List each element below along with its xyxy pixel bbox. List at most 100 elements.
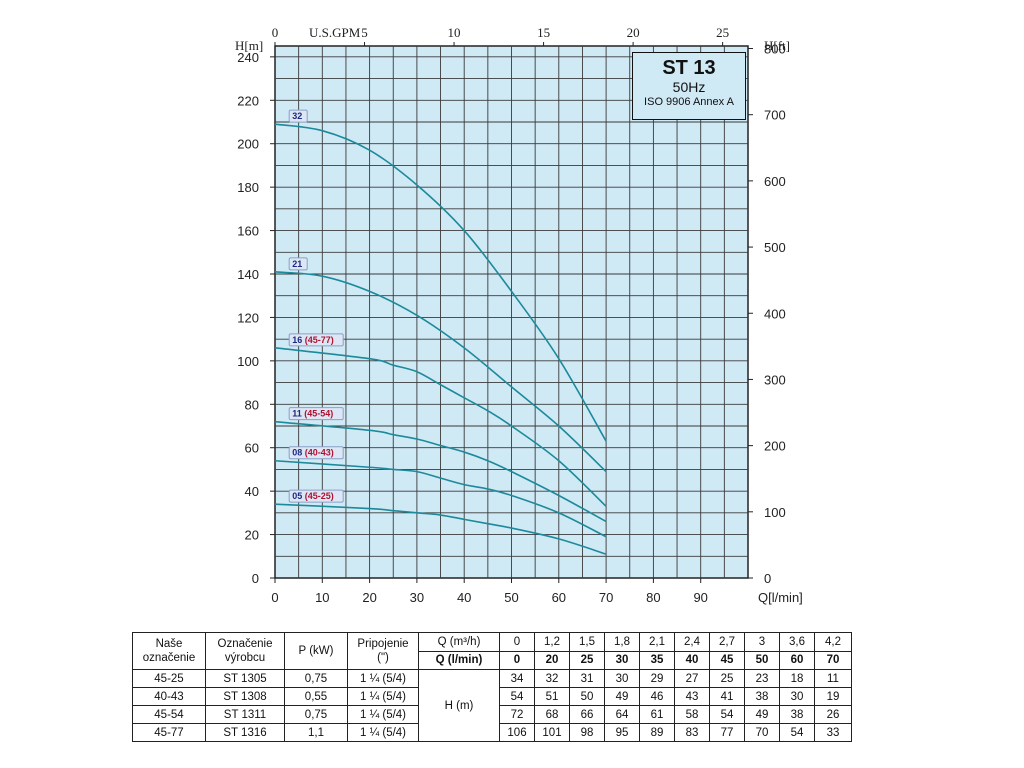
power-cell: 0,55: [284, 687, 348, 706]
h-value-cell: 54: [709, 705, 745, 724]
q-m3h-cell: 1,8: [604, 632, 640, 652]
h-value-cell: 58: [674, 705, 710, 724]
right-tick-label: 400: [764, 306, 786, 321]
header-oznacenie: Označenie výrobcu: [205, 632, 285, 670]
h-value-cell: 89: [639, 723, 675, 742]
curve-label-16: 16 (45-77): [292, 335, 334, 345]
y-tick-label: 40: [245, 484, 259, 499]
power-cell: 0,75: [284, 705, 348, 724]
y-tick-label: 100: [237, 354, 259, 369]
power-cell: 1,1: [284, 723, 348, 742]
h-value-cell: 106: [499, 723, 535, 742]
pripojenie-cell: 1 ¼ (5/4): [347, 669, 419, 688]
power-cell: 0,75: [284, 669, 348, 688]
q-lmin-cell: 25: [569, 650, 605, 670]
top-tick-label: 15: [537, 25, 550, 40]
pripojenie-cell: 1 ¼ (5/4): [347, 723, 419, 742]
h-value-cell: 41: [709, 687, 745, 706]
q-m3h-cell: 2,1: [639, 632, 675, 652]
curve-label-box-21: [288, 257, 308, 271]
q-lmin-cell: 0: [499, 650, 535, 670]
x-tick-label: 0: [271, 590, 278, 605]
curve-line-16: [274, 347, 607, 507]
top-tick-label: 10: [448, 25, 461, 40]
h-value-cell: 25: [709, 669, 745, 688]
top-axis-unit: U.S.GPM: [309, 25, 361, 40]
q-m3h-cell: 1,2: [534, 632, 570, 652]
nase-cell: 45-54: [132, 705, 206, 724]
h-value-cell: 18: [779, 669, 815, 688]
oznacenie-cell: ST 1316: [205, 723, 285, 742]
q-lmin-cell: 30: [604, 650, 640, 670]
curves: [274, 123, 607, 555]
h-value-cell: 101: [534, 723, 570, 742]
y-tick-label: 60: [245, 441, 259, 456]
h-value-cell: 54: [499, 687, 535, 706]
x-tick-label: 90: [693, 590, 707, 605]
q-lmin-cell: 20: [534, 650, 570, 670]
model-info-box: ST 13 50Hz ISO 9906 Annex A: [632, 52, 746, 120]
frequency-label: 50Hz: [672, 79, 706, 95]
right-tick-label: 700: [764, 108, 786, 123]
x-tick-label: 10: [315, 590, 329, 605]
table-row: 45-77 ST 1316 1,1 1 ¼ (5/4) 106 101 98 95 89 83 77…: [132, 723, 852, 742]
h-value-cell: 50: [569, 687, 605, 706]
model-name: ST 13: [662, 57, 716, 79]
curve-label-box-11: [288, 407, 344, 421]
standard-label: ISO 9906 Annex A: [644, 96, 734, 108]
h-value-cell: 38: [779, 705, 815, 724]
h-value-cell: 27: [674, 669, 710, 688]
x-tick-label: 30: [410, 590, 424, 605]
y-tick-label: 0: [252, 571, 259, 586]
h-value-cell: 30: [604, 669, 640, 688]
y-tick-label: 20: [245, 528, 259, 543]
q-m3h-cell: 3: [744, 632, 780, 652]
x-tick-label: 80: [646, 590, 660, 605]
right-tick-label: 100: [764, 505, 786, 520]
grid-lines: [275, 46, 748, 578]
h-value-cell: 31: [569, 669, 605, 688]
curve-label-21: 21: [292, 259, 302, 269]
right-tick-label: 600: [764, 174, 786, 189]
h-value-cell: 72: [499, 705, 535, 724]
pump-curve-chart: 0 10 20 30 40 50 60 70 80 90 Q[l/min] 0 5 10 15 20 25 U.S…: [235, 25, 803, 605]
axes: 0 10 20 30 40 50 60 70 80 90 Q[l/min] 0 5 10 15 20 25 U.S…: [235, 25, 803, 605]
curve-label-box-16: [288, 333, 344, 347]
h-value-cell: 23: [744, 669, 780, 688]
h-value-cell: 70: [744, 723, 780, 742]
h-value-cell: 34: [499, 669, 535, 688]
h-value-cell: 61: [639, 705, 675, 724]
curve-label-box-08: [288, 446, 344, 460]
h-value-cell: 66: [569, 705, 605, 724]
nase-cell: 45-25: [132, 669, 206, 688]
curve-label-box-32: [288, 109, 308, 123]
y-tick-label: 220: [237, 93, 259, 108]
q-lmin-cell: 35: [639, 650, 675, 670]
curve-label-32: 32: [292, 111, 302, 121]
curve-label-box-05: [288, 489, 344, 503]
header-q-m3h: Q (m³/h): [418, 632, 500, 652]
oznacenie-cell: ST 1311: [205, 705, 285, 724]
curve-line-05: [274, 503, 607, 555]
right-tick-label: 800: [764, 42, 786, 57]
h-value-cell: 83: [674, 723, 710, 742]
y-axis-label: H[m]: [235, 38, 263, 53]
x-axis-label: Q[l/min]: [758, 590, 803, 605]
h-value-cell: 19: [814, 687, 852, 706]
top-tick-label: 20: [627, 25, 640, 40]
curve-label-08: 08 (40-43): [292, 448, 334, 458]
curve-line-08: [274, 459, 607, 538]
right-tick-label: 500: [764, 240, 786, 255]
x-tick-label: 20: [362, 590, 376, 605]
nase-cell: 40-43: [132, 687, 206, 706]
h-value-cell: 38: [744, 687, 780, 706]
q-lmin-cell: 45: [709, 650, 745, 670]
y-tick-label: 160: [237, 224, 259, 239]
h-value-cell: 77: [709, 723, 745, 742]
header-power: P (kW): [284, 632, 348, 670]
curve-label-11: 11 (45-54): [292, 409, 333, 419]
y-tick-label: 180: [237, 180, 259, 195]
y-tick-label: 200: [237, 137, 259, 152]
h-value-cell: 98: [569, 723, 605, 742]
spec-table: Naše označenie Označenie výrobcu P (kW) Pr…: [132, 632, 852, 742]
